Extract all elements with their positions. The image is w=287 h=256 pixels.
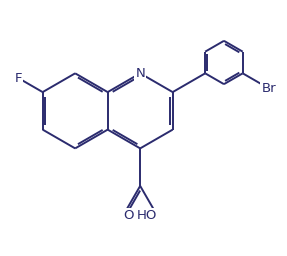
Text: N: N xyxy=(135,67,145,80)
Text: Br: Br xyxy=(261,82,276,95)
Text: O: O xyxy=(123,209,134,222)
Text: F: F xyxy=(15,71,22,84)
Text: HO: HO xyxy=(137,209,157,222)
